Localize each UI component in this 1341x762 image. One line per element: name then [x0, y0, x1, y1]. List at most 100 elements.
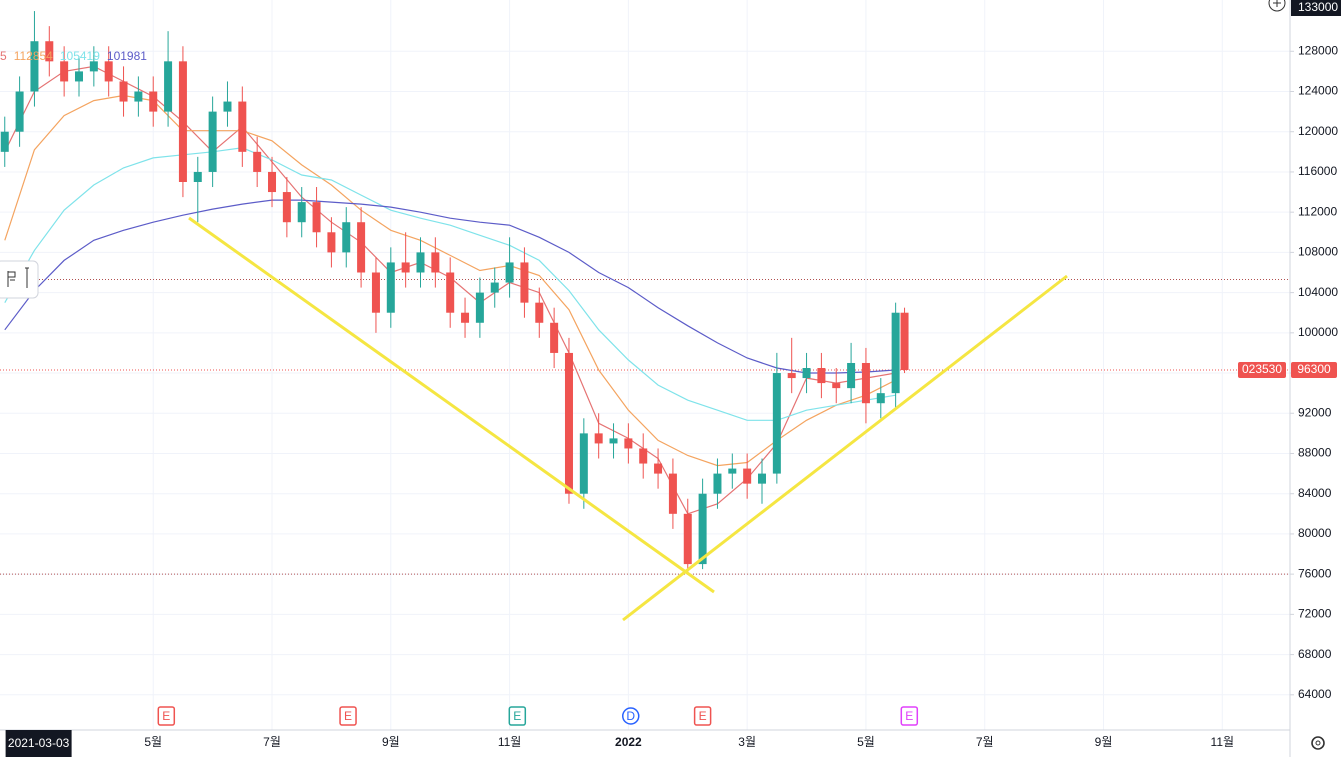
candle-body: [475, 292, 484, 323]
top-price-label: 133000: [1298, 0, 1338, 14]
candle-body: [371, 272, 380, 313]
candle-body: [876, 393, 885, 404]
x-tick-label: 5월: [857, 735, 875, 749]
x-tick-label: 7월: [976, 735, 994, 749]
drawing-toolbar[interactable]: [0, 260, 39, 299]
candle-body: [668, 473, 677, 514]
price-lines: [0, 279, 1290, 575]
candle-body: [312, 202, 321, 233]
candle-body: [164, 61, 173, 112]
candle-body: [579, 433, 588, 494]
x-tick-label: 5월: [144, 735, 162, 749]
y-tick-label: 112000: [1298, 204, 1337, 218]
candle-body: [30, 41, 39, 92]
candle-body: [104, 61, 113, 82]
candle-body: [297, 202, 306, 223]
y-tick-label: 64000: [1298, 687, 1332, 701]
event-marker: [900, 706, 919, 726]
candle-body: [461, 312, 470, 323]
candle-body: [134, 91, 143, 102]
x-tick-label: 11월: [498, 735, 522, 749]
candle-body: [728, 468, 737, 474]
x-tick-label: 11월: [1211, 735, 1235, 749]
moving-average-line: [4, 147, 896, 421]
candle-body: [758, 473, 767, 484]
candle-body: [0, 131, 9, 152]
flag-icon[interactable]: [7, 271, 16, 287]
candle-body: [89, 61, 98, 72]
y-tick-label: 128000: [1298, 43, 1338, 57]
legend-value: 112854: [14, 49, 53, 63]
candle-body: [431, 252, 440, 273]
candle-body: [743, 468, 752, 484]
candle-body: [238, 101, 247, 152]
legend-value: 105419: [60, 49, 100, 63]
candle-body: [698, 493, 707, 565]
event-label: E: [905, 709, 913, 723]
y-tick-label: 104000: [1298, 285, 1338, 299]
x-tick-label: 2022: [615, 735, 642, 749]
candle-body: [832, 383, 841, 389]
settings[interactable]: [1311, 736, 1325, 750]
pin-icon[interactable]: [25, 267, 29, 288]
candle-body: [327, 232, 336, 253]
candle-body: [386, 262, 395, 313]
candle-body: [416, 252, 425, 273]
x-tick-label: 9월: [382, 735, 400, 749]
event-label: E: [699, 709, 707, 723]
candle-body: [45, 41, 54, 62]
zoom[interactable]: [1268, 0, 1286, 12]
candle-body: [802, 368, 811, 379]
candle-body: [490, 282, 499, 293]
crosshair-date: 2021-03-03: [8, 736, 70, 750]
event-label: E: [513, 709, 521, 723]
gear-hub[interactable]: [1315, 740, 1321, 746]
candle-body: [208, 111, 217, 172]
candle-body: [564, 352, 573, 494]
candle-body: [624, 438, 633, 449]
x-tick-label: 9월: [1095, 735, 1113, 749]
candle-body: [520, 262, 529, 303]
candle-body: [268, 171, 277, 193]
plus-icon[interactable]: [1273, 0, 1281, 7]
candle-body: [149, 91, 158, 112]
candle-body: [446, 272, 455, 313]
event-marker: [339, 706, 357, 726]
top-price-box: [1291, 0, 1341, 16]
last-price-box: [1291, 362, 1337, 379]
y-tick-label: 124000: [1298, 84, 1338, 98]
y-tick-label: 88000: [1298, 446, 1332, 460]
event-marker: [157, 706, 176, 726]
event-label: D: [626, 709, 635, 723]
x-tick-label: 3월: [738, 735, 756, 749]
trend-lines: [188, 216, 1068, 622]
ticker-box: [1238, 362, 1286, 379]
gear-icon[interactable]: [1311, 736, 1325, 750]
candle-body: [900, 312, 909, 371]
candles: [0, 11, 909, 575]
candle-body: [505, 262, 514, 283]
candle-body: [401, 262, 410, 273]
candle-body: [535, 302, 544, 323]
trend-line: [622, 274, 1068, 622]
candle-body: [550, 322, 559, 353]
y-tick-label: 76000: [1298, 566, 1332, 580]
candle-body: [654, 463, 663, 474]
trend-line: [188, 216, 715, 594]
y-tick-label: 116000: [1298, 164, 1337, 178]
candle-body: [193, 171, 202, 182]
crosshair-date-box: [5, 730, 72, 757]
toolbar-box[interactable]: [0, 260, 39, 299]
candle-body: [15, 91, 24, 132]
event-marker: [508, 706, 527, 726]
candle-body: [847, 362, 856, 389]
candle-body: [282, 192, 291, 223]
candle-body: [342, 222, 351, 253]
candle-body: [891, 312, 900, 394]
x-tick-label: 7월: [263, 735, 281, 749]
candle-body: [253, 151, 262, 172]
y-tick-label: 80000: [1298, 526, 1332, 540]
